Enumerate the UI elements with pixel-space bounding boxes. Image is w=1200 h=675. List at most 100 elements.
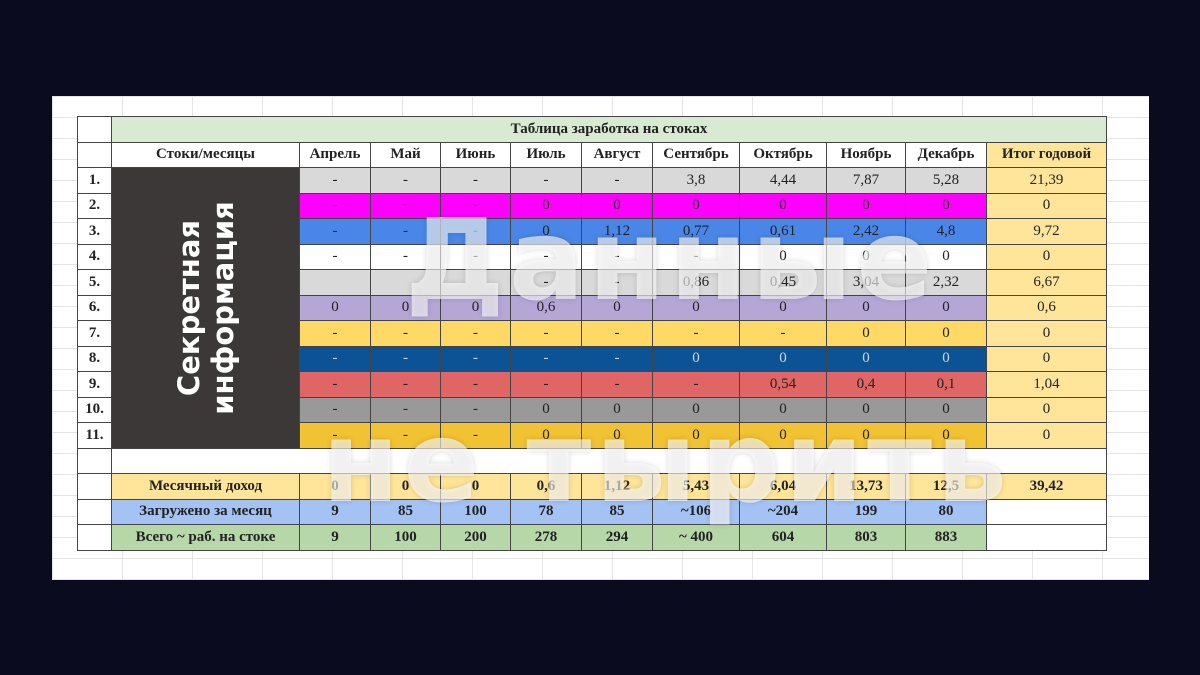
row-number: 10. [77, 396, 112, 423]
row-total: 9,72 [986, 218, 1107, 245]
summary-value: 200 [440, 524, 511, 551]
value-cell: - [299, 371, 371, 398]
row-number: 6. [77, 294, 112, 321]
row-total: 0 [986, 192, 1107, 219]
value-cell: - [299, 167, 371, 194]
value-cell: - [299, 218, 371, 245]
value-cell: - [510, 345, 582, 372]
summary-value: 0 [440, 473, 511, 500]
row-total: 0 [986, 396, 1107, 423]
value-cell: - [652, 243, 740, 270]
value-cell: - [370, 371, 441, 398]
corner-cell [77, 141, 112, 168]
value-cell: 0 [739, 422, 827, 449]
table-title: Таблица заработка на стоках [111, 116, 1107, 143]
row-number: 3. [77, 218, 112, 245]
value-cell: - [440, 396, 511, 423]
summary-value: 0 [370, 473, 441, 500]
summary-total [986, 498, 1107, 525]
spacer-cell [111, 447, 1107, 474]
value-cell: - [581, 269, 653, 296]
value-cell: 7,87 [826, 167, 906, 194]
table-row: 11. - - -0 0 0 0 0 0 0 [77, 422, 1107, 449]
header-label: Стоки/месяцы [111, 141, 300, 168]
summary-value: 9 [299, 524, 371, 551]
secret-label-line1: Секретная [171, 219, 206, 396]
value-cell: 4,8 [905, 218, 987, 245]
row-number [77, 473, 112, 500]
table-row: 2. - - -0 0 0 0 0 0 0 [77, 192, 1107, 219]
row-number: 1. [77, 167, 112, 194]
secret-label-line2: информация [205, 200, 240, 415]
row-total: 21,39 [986, 167, 1107, 194]
row-number: 11. [77, 422, 112, 449]
value-cell: - [440, 422, 511, 449]
summary-value: 100 [370, 524, 441, 551]
value-cell: 0,6 [510, 294, 582, 321]
value-cell: - [440, 243, 511, 270]
value-cell: 0 [581, 422, 653, 449]
month-header: Декабрь [905, 141, 987, 168]
value-cell: - [581, 243, 653, 270]
summary-value: 803 [826, 524, 906, 551]
summary-value: 12,5 [905, 473, 987, 500]
summary-value: 9 [299, 498, 371, 525]
table-row: 6. 0 0 0 0,6 0 0 0 0 0 0,6 [77, 294, 1107, 321]
value-cell: 4,44 [739, 167, 827, 194]
value-cell: 0 [826, 422, 906, 449]
table-row: 1. Секретная информация - - - - -3,8 4,44 7,87 5,2… [77, 167, 1107, 449]
value-cell: - [299, 320, 371, 347]
value-cell: 0,54 [739, 371, 827, 398]
summary-value: 80 [905, 498, 987, 525]
value-cell: 0 [739, 243, 827, 270]
value-cell: - [581, 167, 653, 194]
value-cell: 0 [905, 396, 987, 423]
summary-total [986, 524, 1107, 551]
value-cell: 0 [510, 422, 582, 449]
summary-row: Месячный доход 0 0 0 0,6 1,12 5,43 6,04 13,73 12,… [77, 473, 1107, 500]
value-cell: - [440, 371, 511, 398]
month-header: Июль [510, 141, 582, 168]
value-cell: 1,12 [581, 218, 653, 245]
value-cell: - [370, 320, 441, 347]
summary-value: 78 [510, 498, 582, 525]
spacer-row [77, 447, 1107, 474]
row-number: 7. [77, 320, 112, 347]
value-cell: - [370, 422, 441, 449]
corner-cell [77, 116, 112, 143]
table-row: 3. - - -0 1,12 0,77 0,61 2,42 4,8 9,72 [77, 218, 1107, 245]
value-cell: - [440, 167, 511, 194]
value-cell: 0 [652, 345, 740, 372]
summary-value: ~204 [739, 498, 827, 525]
row-total: 0 [986, 345, 1107, 372]
value-cell: - [440, 192, 511, 219]
secret-info-block: Секретная информация [111, 167, 300, 449]
summary-value: ~ 400 [652, 524, 740, 551]
value-cell: - [510, 320, 582, 347]
value-cell: 0 [739, 345, 827, 372]
summary-total: 39,42 [986, 473, 1107, 500]
value-cell: 0 [905, 345, 987, 372]
value-cell: 0 [826, 396, 906, 423]
value-cell: - [739, 320, 827, 347]
month-header: Сентябрь [652, 141, 740, 168]
value-cell [440, 269, 511, 296]
total-header: Итог годовой [986, 141, 1107, 168]
value-cell: - [370, 345, 441, 372]
value-cell: 0 [826, 243, 906, 270]
value-cell: - [299, 422, 371, 449]
value-cell: - [652, 320, 740, 347]
value-cell: 0 [905, 294, 987, 321]
value-cell: - [581, 345, 653, 372]
summary-value: 5,43 [652, 473, 740, 500]
value-cell: 0 [905, 320, 987, 347]
row-number [77, 524, 112, 551]
month-header: Август [581, 141, 653, 168]
summary-value: 100 [440, 498, 511, 525]
summary-value: 0,6 [510, 473, 582, 500]
summary-value: ~106 [652, 498, 740, 525]
row-number [77, 498, 112, 525]
summary-value: 1,12 [581, 473, 653, 500]
spacer-cell [77, 447, 112, 474]
value-cell: - [370, 396, 441, 423]
